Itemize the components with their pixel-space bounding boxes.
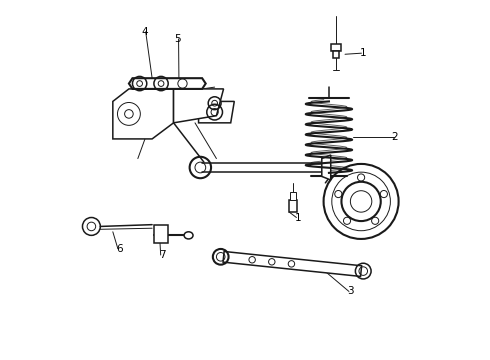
Text: 3: 3	[347, 287, 354, 296]
Polygon shape	[173, 89, 223, 123]
Polygon shape	[129, 78, 206, 89]
Polygon shape	[113, 89, 173, 139]
Text: 1: 1	[360, 48, 366, 58]
Bar	[333, 51, 339, 58]
Text: 7: 7	[159, 250, 166, 260]
Text: 4: 4	[141, 27, 147, 37]
Text: 2: 2	[392, 132, 398, 142]
Text: 1: 1	[294, 212, 301, 222]
Text: 5: 5	[174, 34, 180, 44]
Ellipse shape	[184, 232, 193, 239]
Text: 6: 6	[116, 244, 122, 253]
Bar	[291, 192, 296, 200]
Polygon shape	[322, 155, 331, 180]
Bar	[289, 200, 297, 212]
Polygon shape	[198, 102, 234, 123]
Bar	[331, 44, 341, 51]
Bar	[154, 225, 168, 243]
Polygon shape	[223, 252, 362, 276]
